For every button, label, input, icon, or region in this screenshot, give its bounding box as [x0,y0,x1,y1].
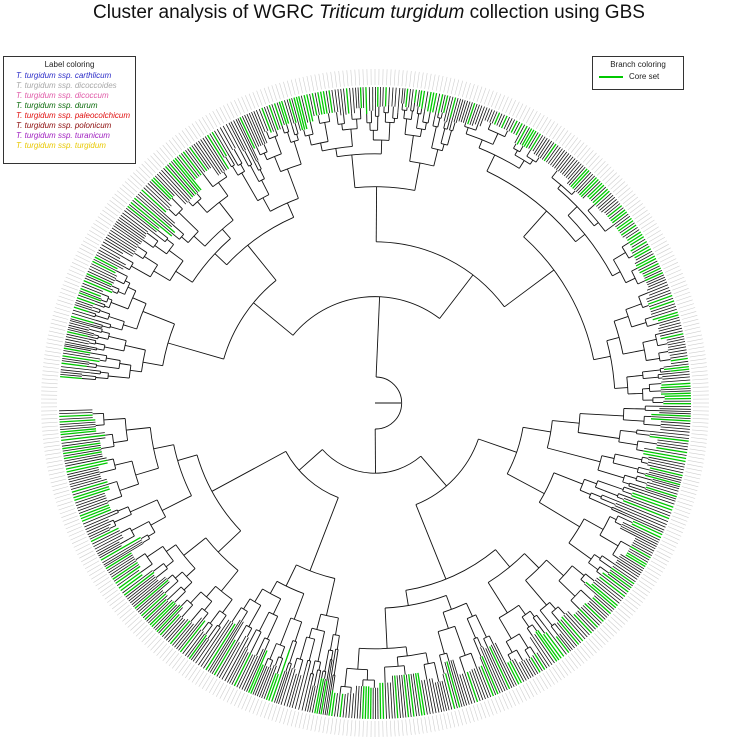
core-set-label: Core set [629,72,660,81]
figure-title: Cluster analysis of WGRC Triticum turgid… [0,2,738,24]
title-species: Triticum turgidum [319,2,465,23]
label-coloring-legend: Label coloring T. turgidum ssp. carthlic… [3,56,136,164]
title-suffix: collection using GBS [464,2,645,23]
title-prefix: Cluster analysis of WGRC [93,2,319,23]
legend-item-paleocolchicum: T. turgidum ssp. paleocolchicum [16,111,130,120]
core-set-swatch [599,75,623,78]
legend-item-dicoccoides: T. turgidum ssp. dicoccoides [16,81,117,90]
label-legend-title: Label coloring [44,60,95,69]
branch-legend-row: Core set [593,72,683,81]
legend-item-turanicum: T. turgidum ssp. turanicum [16,131,110,140]
legend-item-turgidum: T. turgidum ssp. turgidum [16,141,106,150]
legend-item-durum: T. turgidum ssp. durum [16,101,98,110]
branch-legend-title: Branch coloring [610,60,666,69]
branch-coloring-legend: Branch coloring Core set [592,56,684,90]
legend-item-carthlicum: T. turgidum ssp. carthlicum [16,71,112,80]
legend-item-dicoccum: T. turgidum ssp. dicoccum [16,91,109,100]
legend-item-polonicum: T. turgidum ssp. polonicum [16,121,112,130]
